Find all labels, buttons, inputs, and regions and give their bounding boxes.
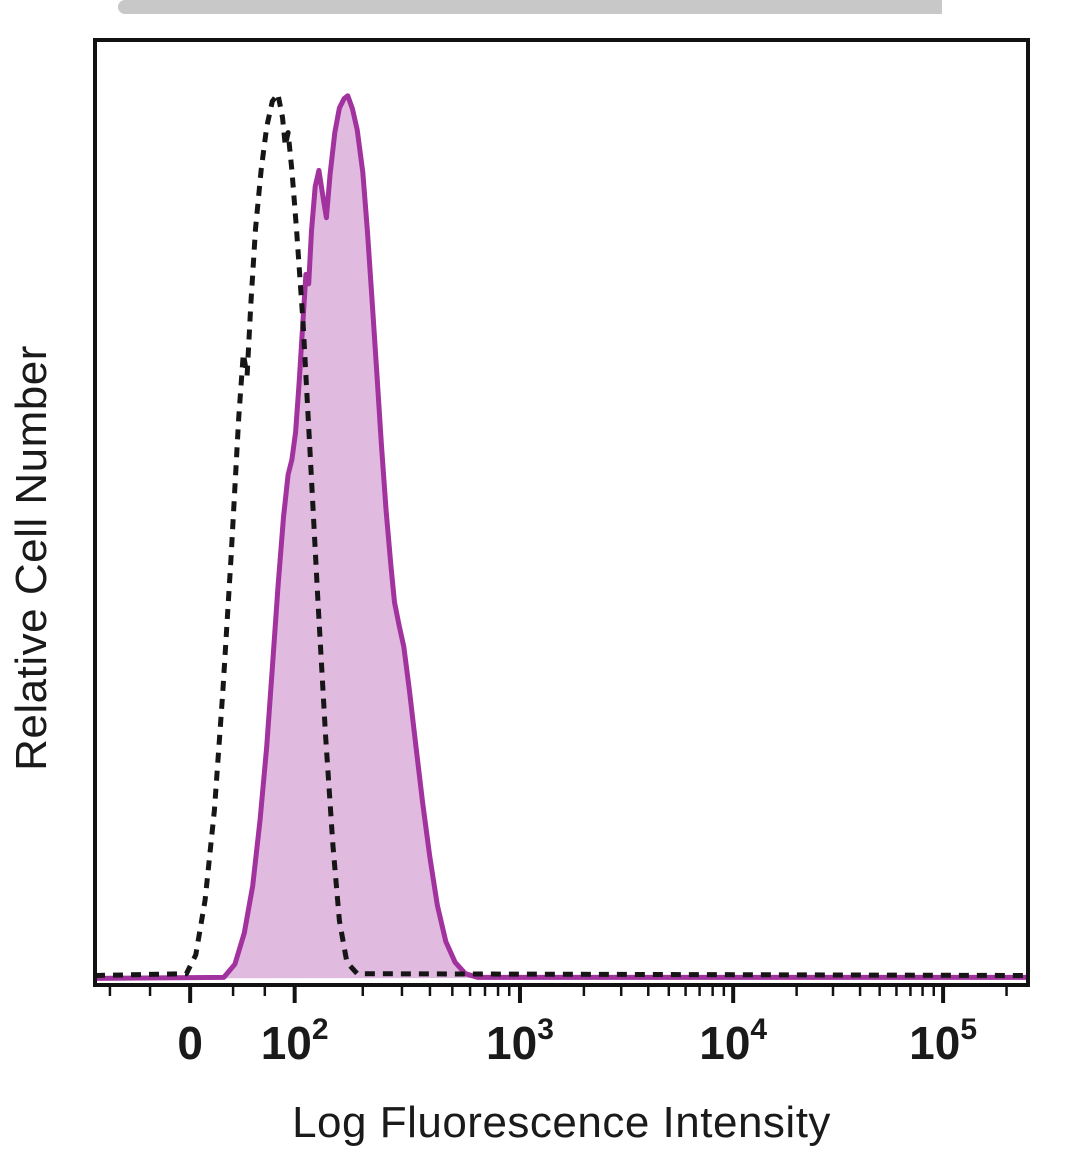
stained-sample-curve <box>97 93 1026 981</box>
x-axis-label: Log Fluorescence Intensity <box>292 1098 831 1147</box>
x-tick-label-0: 0 <box>177 1017 203 1069</box>
x-tick-label-10e5: 105 <box>909 1012 978 1069</box>
stained-sample-area <box>97 95 1026 979</box>
top-crop-bar <box>118 0 942 14</box>
x-tick-label-10e2: 102 <box>260 1012 329 1069</box>
x-tick-label-10e4: 104 <box>699 1012 768 1069</box>
control-curve <box>97 91 1026 978</box>
plot-frame <box>93 38 1030 987</box>
x-tick-label-10e3: 103 <box>486 1012 554 1069</box>
